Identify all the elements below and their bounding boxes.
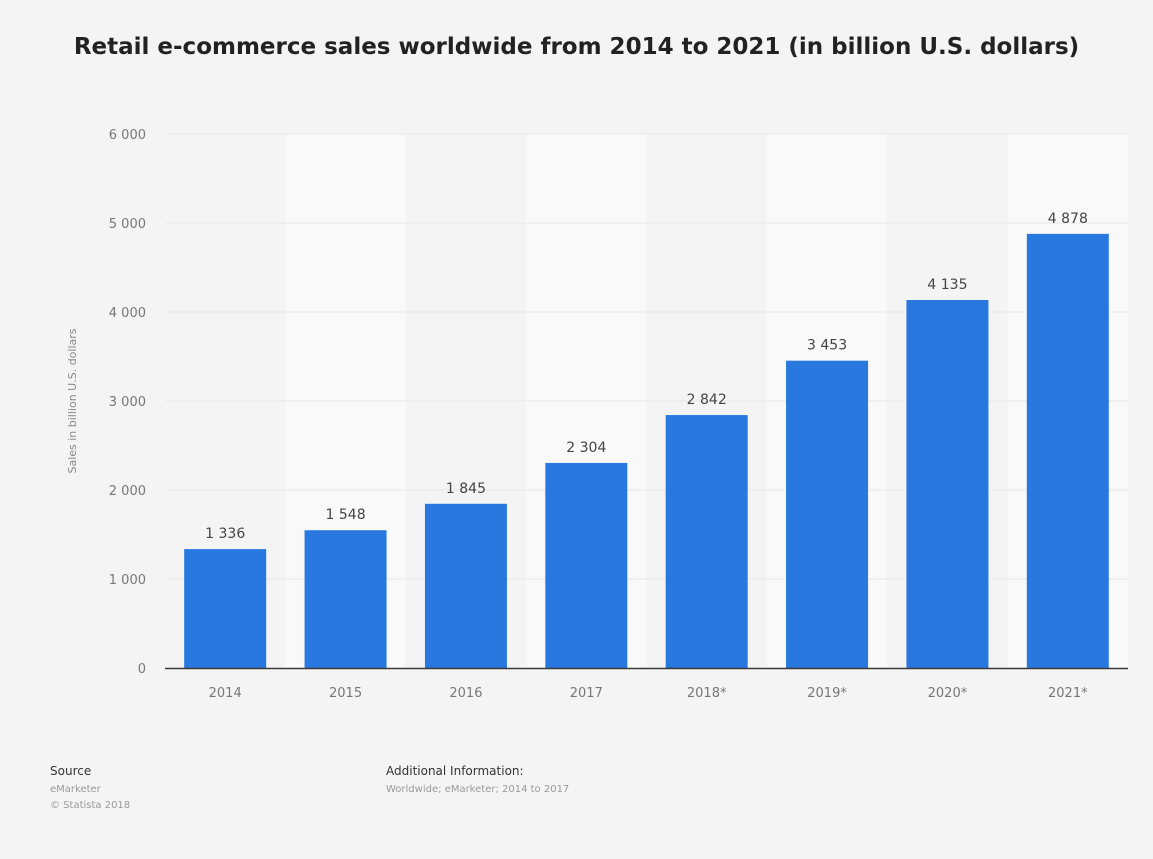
bar-2019*: [786, 360, 869, 668]
data-label-5: 3 453: [807, 338, 847, 354]
x-tick-label-1: 2015: [329, 686, 362, 701]
x-axis-ticks: 2014 2015 2016 2017 2018* 2019* 2020* 2021*: [209, 686, 1088, 701]
y-axis-label: Sales in billion U.S. dollars: [66, 328, 79, 473]
y-axis-ticks: 0 1 000 2 000 3 000 4 000 5 000 6 000: [109, 128, 146, 677]
data-label-2: 1 845: [446, 481, 486, 497]
bars: [184, 233, 1109, 668]
bar-2016: [424, 503, 507, 668]
x-tick-label-6: 2020*: [928, 686, 968, 701]
y-tick-label-4: 4 000: [109, 306, 146, 321]
data-label-6: 4 135: [927, 277, 967, 293]
x-tick-label-4: 2018*: [687, 686, 727, 701]
additional-info-line: Worldwide; eMarketer; 2014 to 2017: [386, 784, 570, 795]
y-tick-label-2: 2 000: [109, 484, 146, 499]
x-tick-label-7: 2021*: [1048, 686, 1088, 701]
y-tick-label-1: 1 000: [109, 573, 146, 588]
bar-2021*: [1026, 233, 1109, 668]
data-label-7: 4 878: [1048, 211, 1088, 227]
bar-chart: 1 336 1 548 1 845 2 304 2 842 3 453 4 135 4 878…: [66, 128, 1128, 701]
chart-title: Retail e-commerce sales worldwide from 2…: [73, 34, 1080, 60]
source-heading: Source: [50, 764, 92, 778]
y-tick-label-3: 3 000: [109, 395, 146, 410]
source-line-2: © Statista 2018: [50, 800, 131, 811]
x-tick-label-2: 2016: [449, 686, 482, 701]
y-tick-label-6: 6 000: [109, 128, 146, 143]
source-line-1: eMarketer: [50, 784, 101, 795]
additional-info-heading: Additional Information:: [386, 764, 524, 778]
bar-2014: [184, 549, 267, 668]
x-tick-label-3: 2017: [570, 686, 603, 701]
x-tick-label-5: 2019*: [807, 686, 847, 701]
data-labels: 1 336 1 548 1 845 2 304 2 842 3 453 4 135 4 878: [205, 211, 1088, 542]
data-label-4: 2 842: [687, 392, 727, 408]
bar-2015: [304, 530, 387, 668]
data-label-3: 2 304: [566, 440, 606, 456]
bar-2018*: [665, 415, 748, 668]
bar-2017: [545, 462, 628, 668]
y-tick-label-0: 0: [138, 662, 146, 677]
bar-2020*: [906, 299, 989, 668]
data-label-0: 1 336: [205, 526, 245, 542]
y-tick-label-5: 5 000: [109, 217, 146, 232]
x-tick-label-0: 2014: [209, 686, 242, 701]
data-label-1: 1 548: [326, 507, 366, 523]
